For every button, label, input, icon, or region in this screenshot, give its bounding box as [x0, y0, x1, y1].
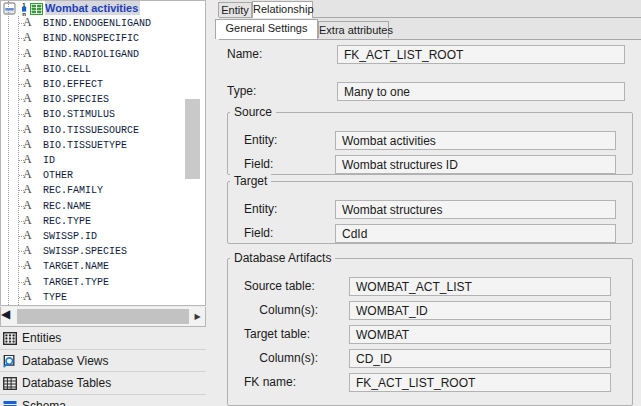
svg-text:1: 1 — [22, 2, 26, 8]
